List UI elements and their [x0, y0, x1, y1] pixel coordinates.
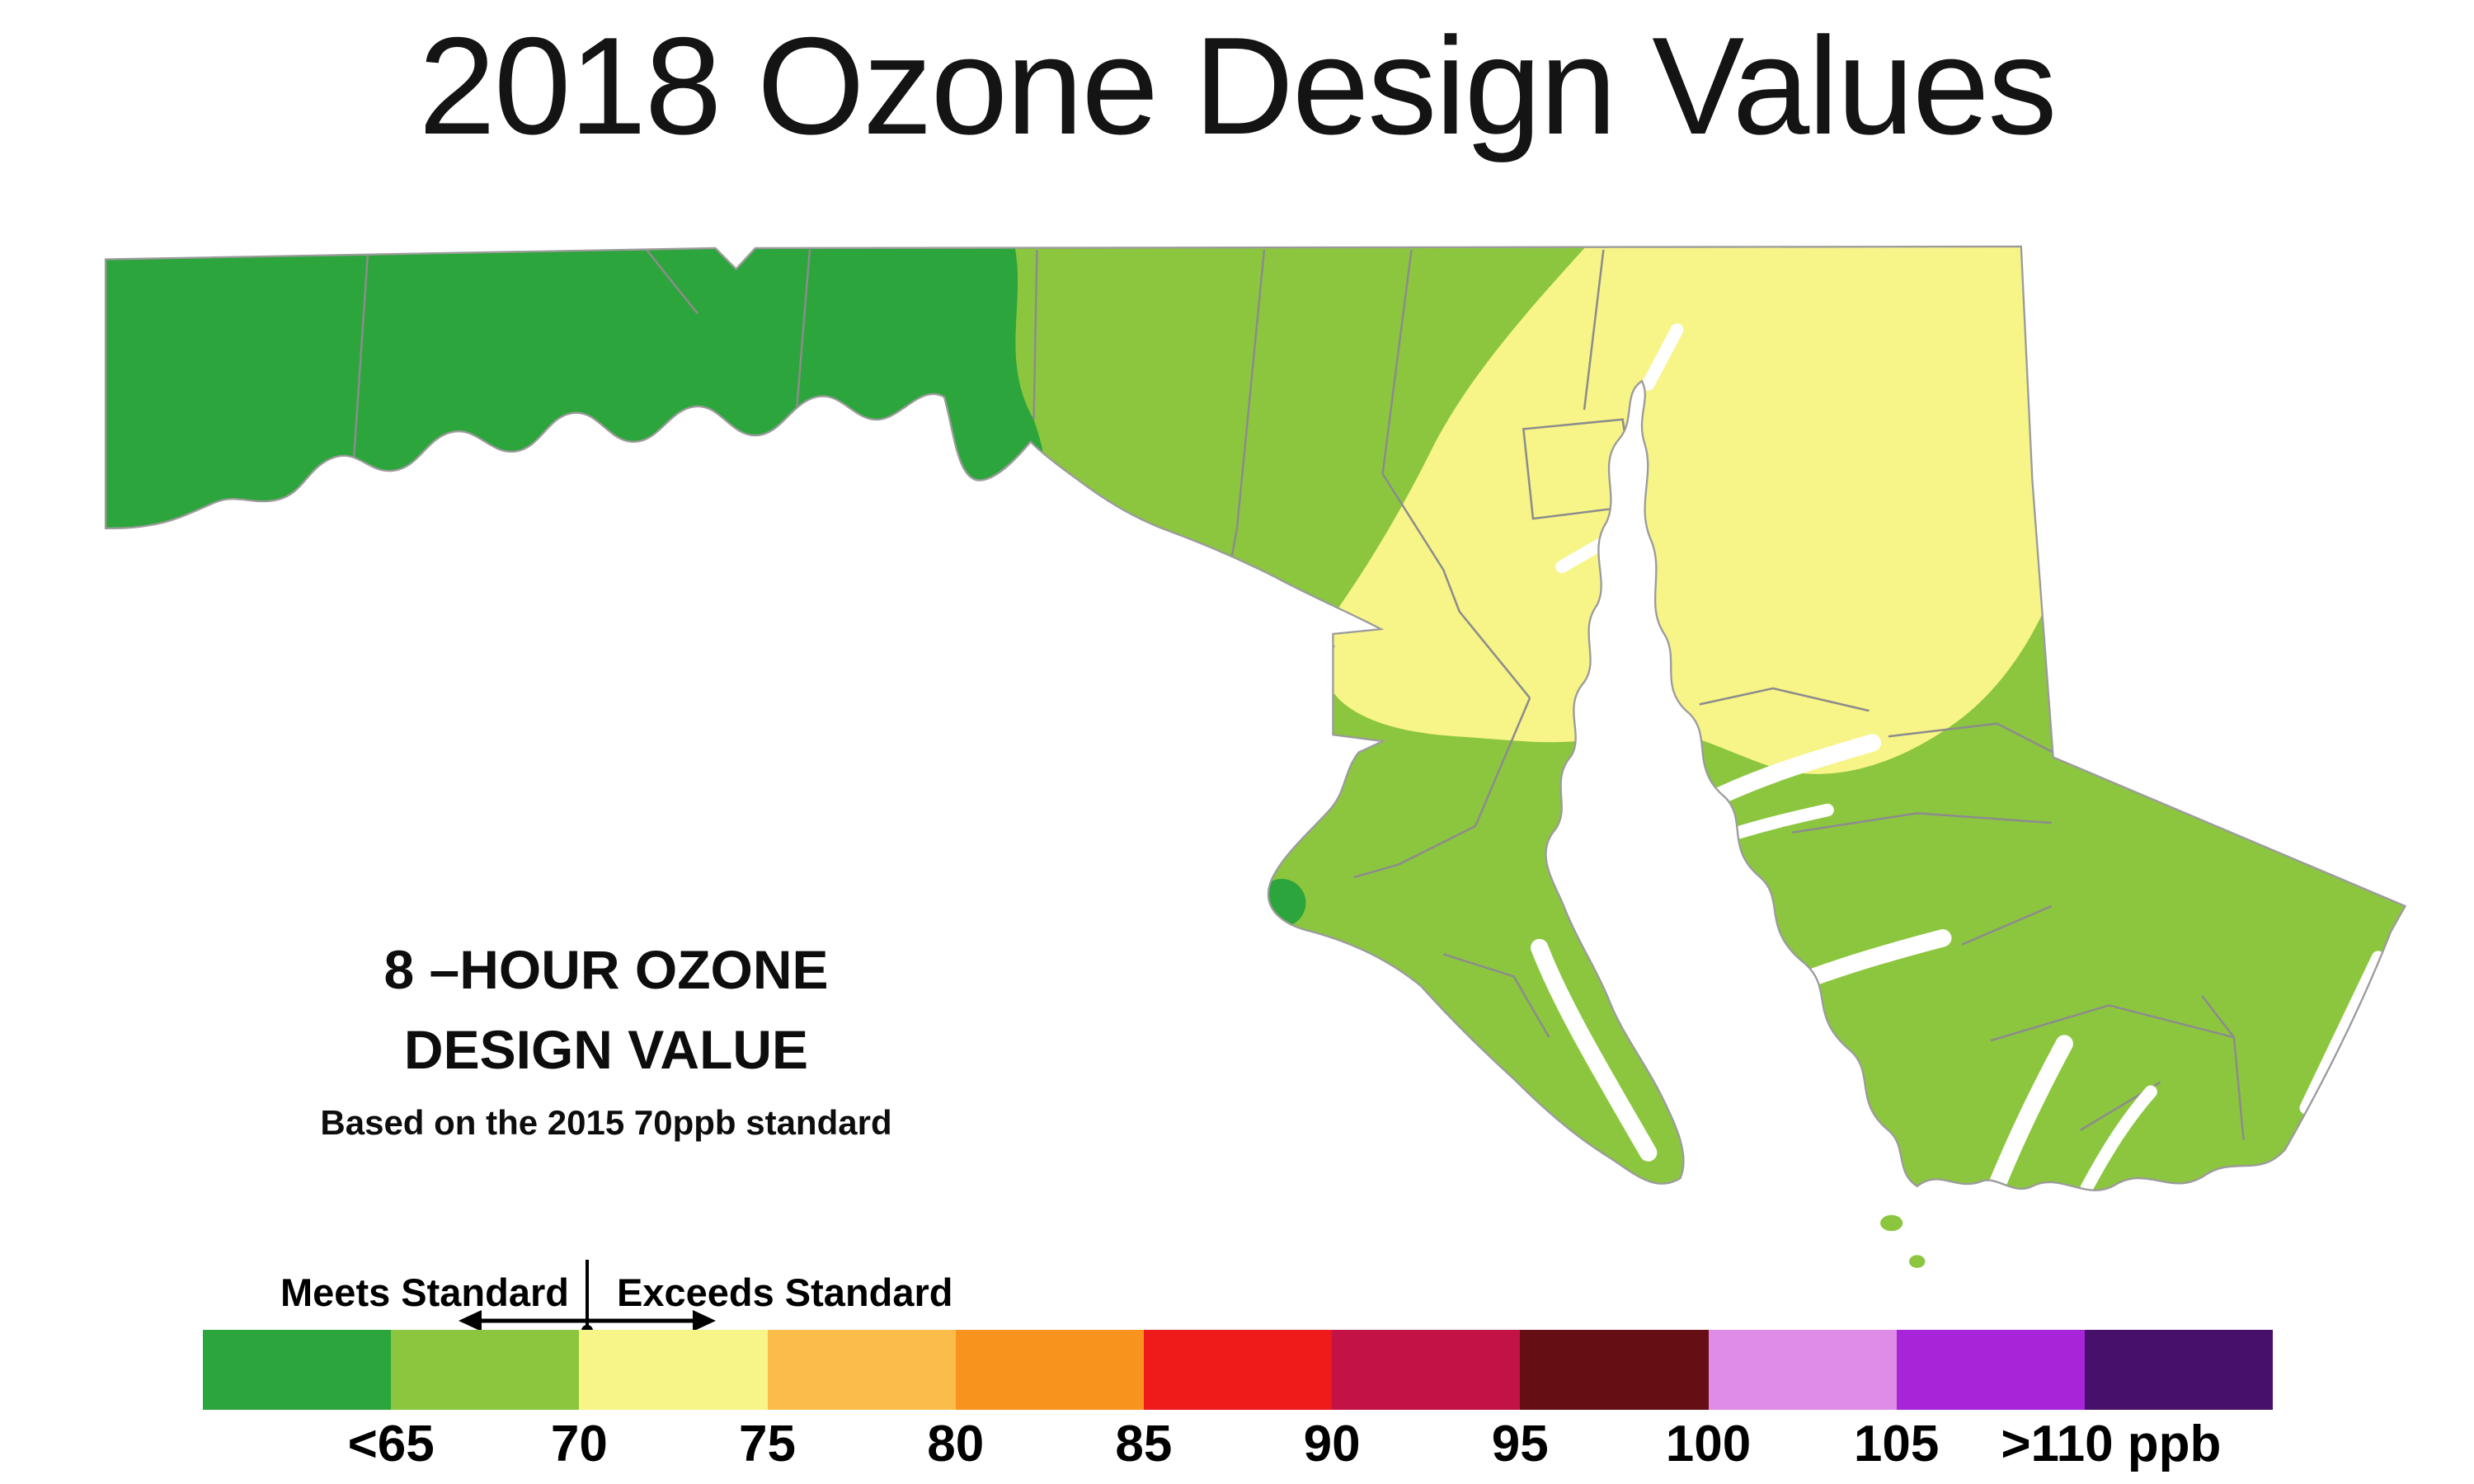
legend-segment-0	[203, 1330, 392, 1410]
legend-tick-label: 80	[927, 1416, 985, 1472]
legend-segment-5	[1143, 1330, 1333, 1410]
right-arrow-icon	[693, 1310, 716, 1331]
map-caption: 8 –HOUR OZONE DESIGN VALUE Based on the …	[264, 930, 948, 1143]
legend-segment-10	[2084, 1330, 2274, 1410]
legend-tick-label: 85	[1115, 1416, 1173, 1472]
legend-ticks: <65 70 75 80 85 90 95 100 105 >110 ppb	[203, 1415, 2273, 1484]
legend-segment-8	[1708, 1330, 1897, 1410]
meets-standard-label: Meets Standard	[280, 1270, 569, 1314]
legend-tick-label: <65	[347, 1416, 435, 1472]
river-inlets	[1531, 734, 2073, 1190]
bay-island	[1880, 1214, 1903, 1232]
legend-segment-3	[767, 1330, 956, 1410]
caption-line-1: 8 –HOUR OZONE	[383, 939, 829, 1000]
legend-tick-label: 100	[1665, 1416, 1752, 1472]
legend-tick-label: 90	[1303, 1416, 1361, 1472]
legend-segment-2	[579, 1330, 768, 1410]
legend-tick-label: 75	[739, 1416, 797, 1472]
region-75ppb	[1319, 247, 2074, 774]
page-title: 2018 Ozone Design Values	[418, 8, 2058, 163]
legend-segment-6	[1332, 1330, 1521, 1410]
standard-threshold-marker	[459, 1260, 716, 1336]
legend-bar	[203, 1330, 2274, 1410]
legend-segment-9	[1896, 1330, 2085, 1410]
legend-tick-label: 105	[1853, 1416, 1940, 1472]
left-arrow-icon	[459, 1310, 482, 1331]
caption-subtitle: Based on the 2015 70ppb standard	[320, 1103, 892, 1143]
legend-tick-label: >110 ppb	[2001, 1416, 2222, 1472]
legend-segment-4	[955, 1330, 1144, 1410]
legend-segment-1	[391, 1330, 580, 1410]
caption-line-2: DESIGN VALUE	[403, 1019, 809, 1081]
legend-segment-7	[1520, 1330, 1709, 1410]
legend-tick-label: 70	[550, 1416, 608, 1472]
region-under-65ppb	[106, 247, 1047, 552]
county-boundaries	[352, 249, 2245, 1140]
legend-tick-label: 95	[1491, 1416, 1549, 1472]
exceeds-standard-label: Exceeds Standard	[617, 1270, 953, 1314]
river-inlets-small	[1555, 323, 2385, 1190]
bay-island	[1909, 1255, 1926, 1268]
